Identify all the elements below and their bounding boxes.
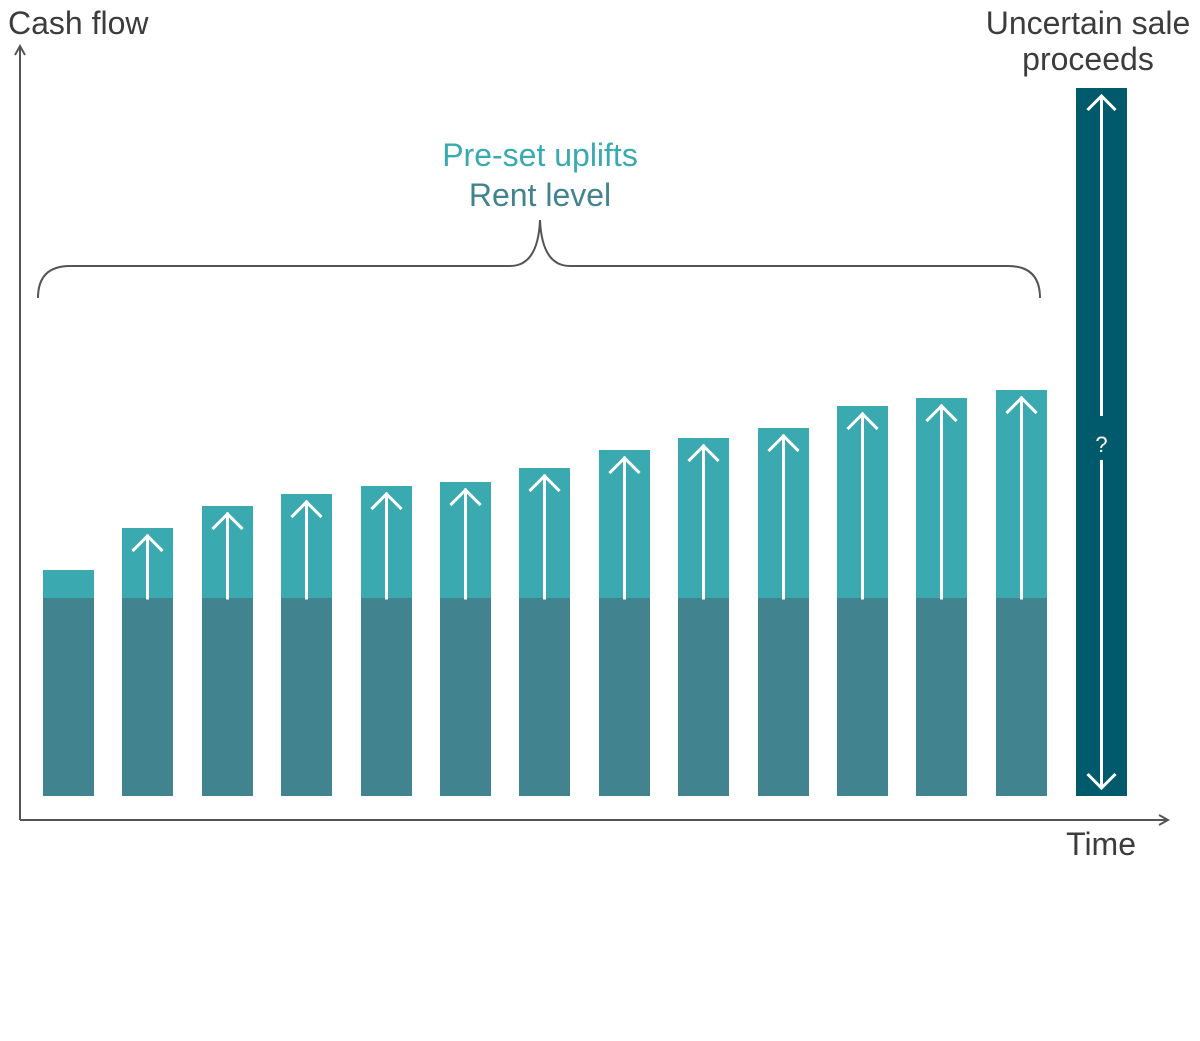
sale-question-mark: ? <box>1095 432 1107 457</box>
rent-bar <box>996 598 1047 796</box>
rent-bar <box>519 598 570 796</box>
uplift-arrow <box>290 499 323 600</box>
uplift-bar <box>43 570 94 598</box>
rent-bar <box>837 598 888 796</box>
sale-up-arrow <box>1086 93 1117 416</box>
x-axis-label: Time <box>1066 826 1136 862</box>
sale-label-line1: Uncertain sale <box>986 5 1191 41</box>
curly-brace <box>37 219 1041 299</box>
uplift-arrow <box>1005 395 1038 600</box>
annotation-uplifts: Pre-set uplifts <box>442 137 638 173</box>
rent-bar <box>599 598 650 796</box>
uplift-arrow <box>211 511 244 600</box>
uplift-arrow <box>846 411 879 600</box>
uplift-arrow <box>608 455 641 600</box>
uplift-arrow <box>767 433 800 600</box>
uplift-arrow <box>370 491 403 600</box>
rent-bar <box>202 598 253 796</box>
sale-bar-group: ? <box>1076 88 1127 796</box>
rent-bar <box>758 598 809 796</box>
rent-bar <box>43 598 94 796</box>
rent-bar <box>361 598 412 796</box>
rent-bar <box>281 598 332 796</box>
uplift-arrow <box>449 487 482 600</box>
uplift-arrow <box>687 443 720 600</box>
rent-bar <box>916 598 967 796</box>
uplift-arrow <box>131 533 164 600</box>
uplift-arrow <box>528 473 561 600</box>
bars-layer <box>43 390 1047 796</box>
y-axis-label: Cash flow <box>8 5 149 41</box>
uplift-arrow <box>925 403 958 600</box>
sale-label-line2: proceeds <box>1022 41 1154 77</box>
rent-bar <box>122 598 173 796</box>
sale-down-arrow <box>1086 460 1117 791</box>
rent-bar <box>678 598 729 796</box>
rent-bar <box>440 598 491 796</box>
annotation-rent: Rent level <box>469 177 611 213</box>
